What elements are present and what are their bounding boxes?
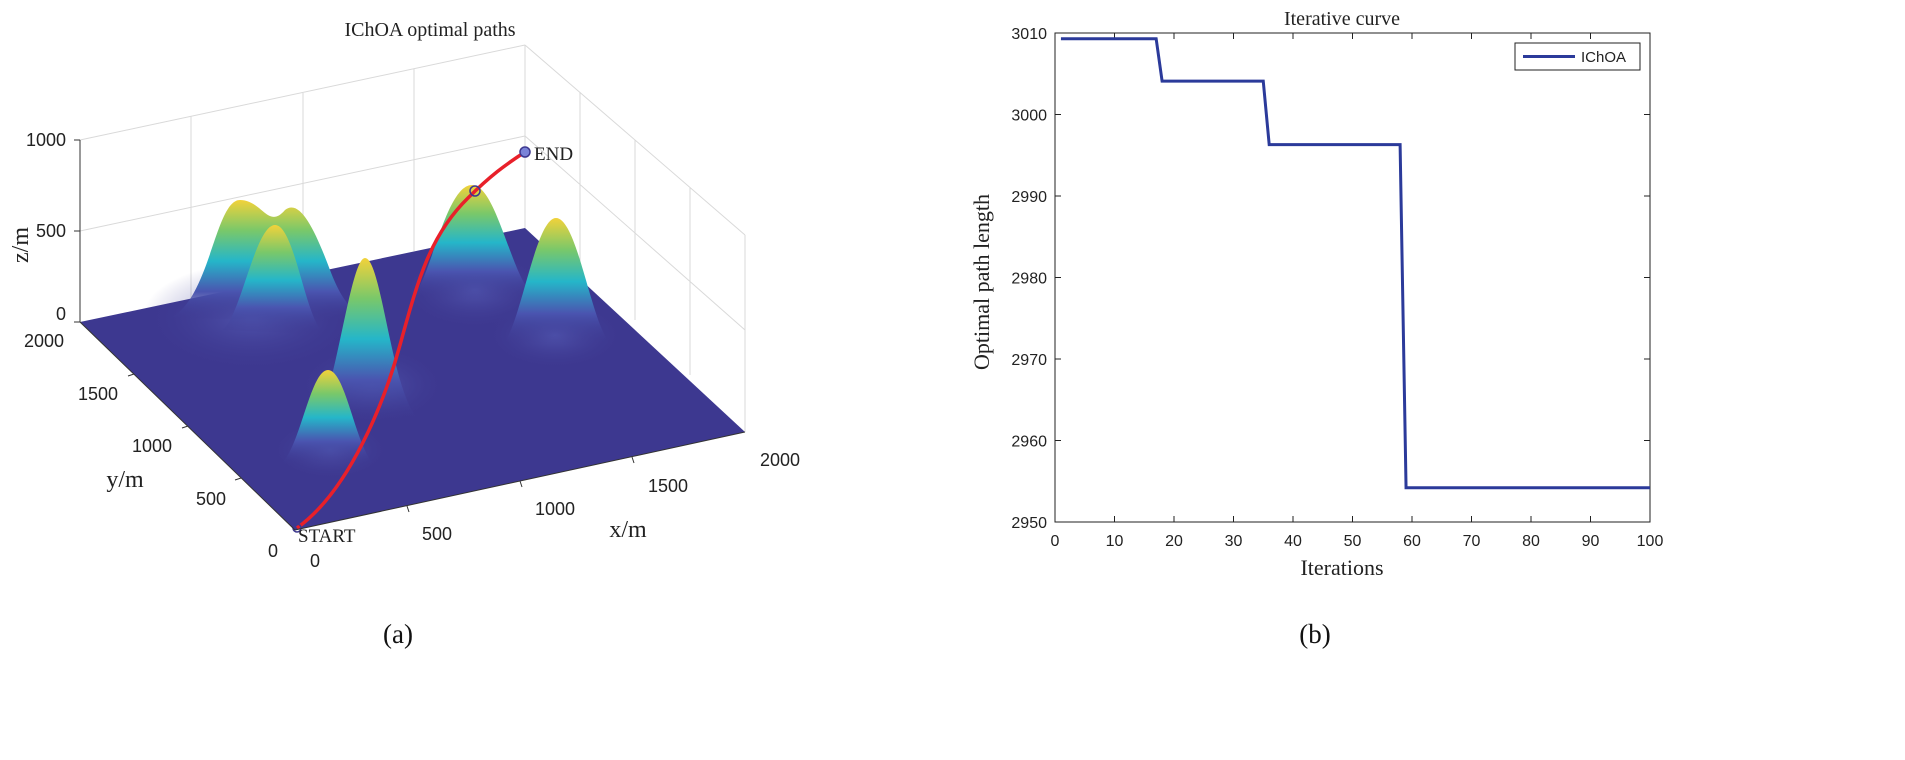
terrain-peaks xyxy=(142,185,625,480)
x-tick-label: 50 xyxy=(1344,533,1362,550)
y-tick-label: 500 xyxy=(196,489,226,509)
y-axis-label: Optimal path length xyxy=(969,194,994,370)
x-axis-label: Iterations xyxy=(1300,555,1383,580)
panel-b-label: (b) xyxy=(1299,619,1330,649)
x-tick-label: 70 xyxy=(1463,533,1481,550)
chart-b-title: Iterative curve xyxy=(1284,8,1400,30)
y-tick-label: 2950 xyxy=(1011,515,1047,532)
x-tick-label: 40 xyxy=(1284,533,1302,550)
x-tick-label: 20 xyxy=(1165,533,1183,550)
end-label: END xyxy=(534,144,573,165)
y-tick-label: 0 xyxy=(268,541,278,561)
x-tick-label: 90 xyxy=(1582,533,1600,550)
line-chart-svg: Iterative curve 0 10 20 30 40 50 60 70 80 90 100 29… xyxy=(969,8,1663,649)
x-axis-label: x/m xyxy=(609,517,647,543)
axis-ticks xyxy=(74,139,635,513)
y-tick-label: 2980 xyxy=(1011,271,1047,288)
y-tick-label: 1500 xyxy=(78,384,118,404)
x-tick-label: 500 xyxy=(422,524,452,544)
x-tick-label: 0 xyxy=(1051,533,1060,550)
panel-a-3d-surface: IChOA optimal paths 1000 500 0 2000 1500… xyxy=(0,0,950,760)
x-tick-label: 60 xyxy=(1403,533,1421,550)
x-tick-label: 1000 xyxy=(535,499,575,519)
optimal-path-line xyxy=(295,150,526,530)
y-tick-label: 2960 xyxy=(1011,434,1047,451)
y-tick-label: 1000 xyxy=(132,436,172,456)
surface-chart-svg: IChOA optimal paths 1000 500 0 2000 1500… xyxy=(8,19,800,649)
x-tick-label: 1500 xyxy=(648,476,688,496)
y-tick-labels: 2000 1500 1000 500 0 xyxy=(24,331,278,561)
z-tick-label: 0 xyxy=(56,304,66,324)
x-tick-label: 100 xyxy=(1637,533,1664,550)
chart-a-title: IChOA optimal paths xyxy=(344,19,515,41)
series-line-ichoa xyxy=(1060,37,1650,490)
plot-area: 0 10 20 30 40 50 60 70 80 90 100 2950 2960 2970 2980 29… xyxy=(1011,26,1663,550)
z-tick-labels: 1000 500 0 xyxy=(26,130,66,324)
panel-b-line-chart: Iterative curve 0 10 20 30 40 50 60 70 80 90 100 29… xyxy=(955,0,1905,760)
x-tick-labels: 0 500 1000 1500 2000 xyxy=(310,450,800,571)
y-tick-label: 3010 xyxy=(1011,26,1047,43)
y-tick-label: 2000 xyxy=(24,331,64,351)
x-tick-label: 30 xyxy=(1225,533,1243,550)
z-tick-label: 1000 xyxy=(26,130,66,150)
z-axis-label: z/m xyxy=(8,227,34,263)
y-tick-label: 3000 xyxy=(1011,108,1047,125)
grid-walls xyxy=(79,44,746,432)
x-tick-label: 2000 xyxy=(760,450,800,470)
end-marker xyxy=(519,146,531,158)
waypoint-marker xyxy=(469,185,481,197)
y-tick-label: 2970 xyxy=(1011,352,1047,369)
x-tick-label: 10 xyxy=(1106,533,1124,550)
legend-label: IChOA xyxy=(1581,49,1626,66)
x-tick-label: 80 xyxy=(1522,533,1540,550)
plot-frame xyxy=(1054,32,1651,523)
start-label: START xyxy=(298,526,356,547)
x-tick-label: 0 xyxy=(310,551,320,571)
panel-a-label: (a) xyxy=(383,619,413,649)
y-tick-label: 2990 xyxy=(1011,189,1047,206)
z-tick-label: 500 xyxy=(36,221,66,241)
y-axis-label: y/m xyxy=(106,467,144,493)
